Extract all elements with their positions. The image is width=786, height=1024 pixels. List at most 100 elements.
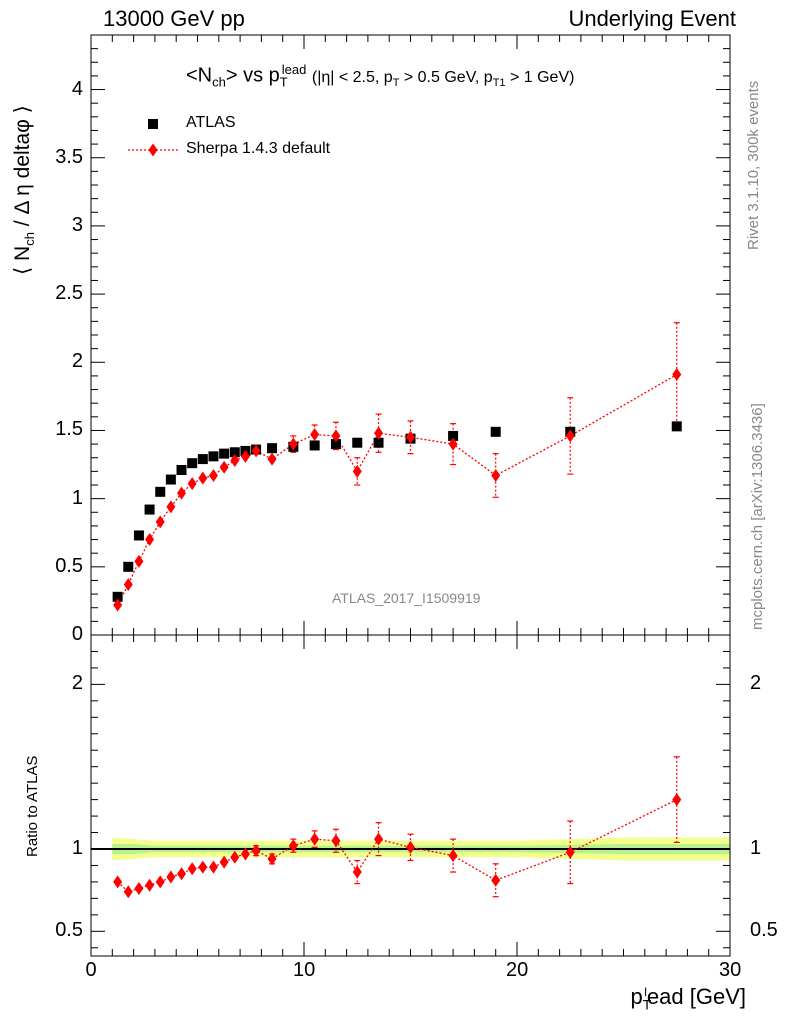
axes-frames (90, 34, 731, 957)
sherpa-point (155, 515, 165, 529)
y-tick-label: 0 (71, 623, 83, 645)
legend-marker-sherpa (148, 143, 158, 157)
y-tick-label: 1.5 (55, 418, 83, 441)
atlas-point (123, 561, 134, 572)
main-y-axis-label: ⟨ Nch / Δ η deltaφ ⟩ (11, 105, 38, 275)
sherpa-ratio-point (155, 875, 165, 889)
sherpa-point (230, 453, 240, 467)
plot-title: <Nch> vs pTlead (|η| < 2.5, pT > 0.5 GeV… (186, 62, 575, 90)
sherpa-ratio-point (310, 832, 320, 846)
sherpa-point (352, 464, 362, 478)
x-tick-label: 0 (85, 959, 97, 981)
ratio-y-axis-label: Ratio to ATLAS (24, 755, 41, 857)
sherpa-point (565, 429, 575, 443)
atlas-point (219, 448, 230, 459)
x-axis-label: pTlead [GeV] (630, 984, 746, 1013)
x-tick-label: 10 (293, 959, 316, 981)
sherpa-point (374, 426, 384, 440)
sherpa-point (145, 533, 155, 547)
sherpa-point (331, 429, 341, 443)
sherpa-ratio-point (267, 852, 277, 866)
sherpa-ratio-point (448, 849, 458, 863)
sherpa-point (187, 477, 197, 491)
sherpa-ratio-point (374, 832, 384, 846)
sherpa-ratio-point (166, 870, 176, 884)
ratio-y-tick-label-left: 1 (71, 837, 83, 859)
sherpa-ratio-point (219, 855, 229, 869)
y-tick-label: 3.5 (55, 145, 83, 168)
sherpa-point (123, 578, 133, 592)
sherpa-ratio-point (198, 860, 208, 874)
sherpa-point (406, 430, 415, 444)
ratio-y-tick-label-right: 1 (750, 837, 762, 859)
x-tick-label: 30 (719, 959, 742, 981)
sherpa-point (113, 598, 123, 612)
sherpa-ratio-point (177, 867, 187, 881)
sherpa-ratio-point (240, 847, 250, 861)
x-tick-label: 20 (506, 959, 529, 981)
header-right-label: Underlying Event (568, 6, 736, 31)
legend-marker-atlas (148, 119, 158, 129)
sherpa-point (267, 452, 277, 466)
ratio-y-tick-label-right: 0.5 (750, 919, 778, 942)
sherpa-point (134, 554, 144, 568)
sherpa-point (491, 468, 501, 482)
y-tick-label: 3 (71, 213, 83, 236)
atlas-point (671, 421, 682, 432)
sherpa-ratio-point (406, 840, 415, 854)
ratio-y-tick-label-right: 2 (750, 672, 762, 695)
atlas-point (373, 437, 384, 448)
y-tick-label: 1 (71, 486, 83, 509)
sherpa-line (117, 373, 678, 606)
header-left-label: 13000 GeV pp (103, 6, 245, 31)
atlas-point (330, 439, 341, 450)
atlas-point (448, 430, 459, 441)
ratio-y-tick-label-left: 2 (71, 672, 83, 695)
sherpa-point (240, 449, 250, 463)
atlas-point (352, 437, 363, 448)
y-tick-label: 2 (71, 350, 83, 373)
sherpa-ratio-point (123, 885, 133, 899)
atlas-point (112, 591, 123, 602)
sherpa-point (448, 437, 458, 451)
sherpa-ratio-point (208, 860, 218, 874)
sherpa-point (177, 486, 187, 500)
atlas-point (133, 530, 144, 541)
sherpa-ratio-point (331, 834, 341, 848)
rivet-info-label: Rivet 3.1.10, 300k events (745, 80, 762, 250)
sherpa-ratio-point (565, 845, 575, 859)
legend (128, 119, 178, 157)
sherpa-point (208, 468, 218, 482)
atlas-point (197, 454, 208, 465)
atlas-point (144, 504, 155, 515)
sherpa-point (288, 437, 298, 451)
atlas-point (155, 486, 166, 497)
mcplots-info-label: mcplots.cern.ch [arXiv:1306.3436] (749, 403, 766, 630)
sherpa-ratio-point (230, 850, 240, 864)
atlas-point (187, 458, 198, 469)
y-tick-label: 4 (71, 77, 83, 100)
sherpa-point (219, 460, 229, 474)
atlas-point (267, 443, 278, 454)
sherpa-ratio-point (134, 882, 144, 896)
atlas-point (309, 440, 320, 451)
ratio-frame (90, 634, 731, 957)
sherpa-ratio-point (145, 878, 155, 892)
sherpa-ratio-point (187, 862, 197, 876)
analysis-watermark: ATLAS_2017_I1509919 (332, 590, 481, 606)
atlas-point (229, 447, 240, 458)
sherpa-ratio-point (672, 793, 682, 807)
ratio-y-tick-label-left: 0.5 (55, 919, 83, 942)
y-tick-label: 0.5 (55, 554, 83, 577)
atlas-point (165, 474, 176, 485)
atlas-point (208, 451, 219, 462)
sherpa-point (198, 471, 208, 485)
atlas-point (490, 426, 501, 437)
main-plot-marks (112, 322, 682, 612)
sherpa-point (251, 444, 261, 458)
sherpa-point (166, 500, 176, 514)
ratio-plot-marks (91, 756, 730, 899)
legend-label-atlas: ATLAS (186, 114, 236, 131)
sherpa-ratio-point (113, 875, 123, 889)
